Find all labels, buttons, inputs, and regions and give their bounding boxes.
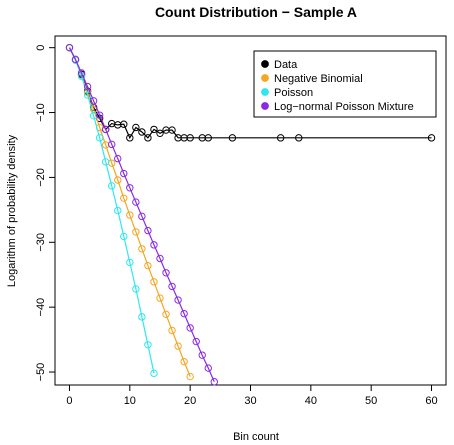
data-point	[162, 269, 170, 277]
series-1	[65, 43, 194, 381]
x-tick-label: 60	[425, 395, 437, 407]
legend-marker	[261, 74, 269, 82]
data-point	[204, 364, 212, 372]
series-3	[65, 43, 218, 386]
data-point	[144, 134, 152, 142]
data-point	[144, 226, 152, 235]
legend-marker	[261, 60, 269, 68]
data-point	[83, 82, 92, 91]
y-axis-label: Logarithm of probability density	[6, 134, 18, 287]
data-point	[180, 309, 188, 318]
data-point	[114, 176, 122, 184]
x-tick-label: 10	[124, 395, 136, 407]
series-layer	[65, 43, 436, 386]
data-point	[71, 55, 80, 64]
data-point	[192, 337, 200, 346]
series-line	[68, 47, 215, 383]
data-point	[228, 134, 237, 142]
x-tick-label: 20	[184, 395, 196, 407]
data-point	[210, 378, 218, 386]
y-tick-label: −40	[35, 298, 47, 317]
data-point	[101, 158, 110, 166]
x-tick-label: 40	[305, 395, 317, 407]
data-point	[120, 232, 128, 241]
data-point	[126, 184, 134, 192]
data-point	[186, 372, 194, 381]
data-point	[174, 342, 182, 350]
data-point	[132, 123, 140, 132]
data-point	[101, 125, 110, 134]
x-tick-label: 50	[365, 395, 377, 407]
data-point	[132, 285, 140, 293]
data-point	[168, 326, 176, 335]
data-point	[198, 351, 206, 359]
chart-title: Count Distribution − Sample A	[155, 4, 357, 20]
y-tick-label: 0	[35, 45, 47, 51]
data-point	[95, 111, 104, 119]
data-point	[126, 211, 134, 219]
legend-label: Log−normal Poisson Mixture	[274, 101, 414, 113]
series-line	[68, 47, 155, 374]
x-tick-label: 30	[244, 395, 256, 407]
data-point	[150, 278, 158, 286]
legend-label: Data	[274, 59, 298, 71]
data-point	[120, 120, 128, 128]
data-point	[295, 134, 303, 142]
data-point	[186, 134, 194, 142]
data-point	[108, 140, 116, 149]
data-point	[132, 228, 140, 236]
data-point	[138, 245, 146, 253]
data-point	[132, 198, 140, 206]
data-point	[150, 369, 158, 378]
data-point	[126, 258, 134, 267]
data-point	[162, 310, 170, 318]
axes: 0 10 20 30 40 50 60 0 −10 −20 −30 −40 −50	[35, 45, 438, 407]
series-line	[68, 47, 432, 140]
data-point	[144, 341, 152, 349]
data-point	[156, 294, 164, 302]
data-point	[427, 134, 436, 142]
data-point	[126, 134, 134, 142]
data-point	[150, 241, 158, 249]
y-tick-label: −30	[35, 233, 47, 252]
data-point	[120, 169, 128, 178]
data-point	[150, 125, 158, 134]
x-axis-label: Bin count	[233, 431, 279, 443]
y-tick-label: −10	[35, 103, 47, 122]
data-point	[77, 69, 86, 77]
data-point	[276, 134, 285, 142]
series-2	[65, 43, 158, 378]
y-tick-label: −50	[35, 363, 47, 382]
data-point	[120, 194, 128, 202]
data-point	[89, 97, 98, 105]
data-point	[138, 313, 146, 321]
data-point	[204, 134, 212, 142]
data-point	[144, 261, 152, 270]
data-point	[156, 129, 164, 138]
data-point	[65, 43, 74, 52]
legend: Data Negative Binomial Poisson Log−normal P…	[253, 50, 437, 118]
data-point	[138, 128, 146, 136]
data-point	[168, 282, 176, 291]
data-point	[108, 182, 116, 190]
data-point	[180, 357, 188, 366]
data-point	[114, 206, 122, 215]
data-point	[156, 254, 164, 263]
legend-marker	[261, 102, 269, 110]
data-point	[138, 212, 146, 221]
data-point	[114, 154, 122, 163]
y-tick-label: −20	[35, 168, 47, 187]
legend-label: Negative Binomial	[274, 73, 363, 85]
data-point	[186, 324, 194, 332]
data-point	[95, 134, 104, 142]
data-point	[168, 126, 176, 134]
data-point	[174, 296, 182, 304]
legend-box	[253, 50, 437, 118]
legend-marker	[261, 88, 269, 96]
legend-label: Poisson	[274, 87, 313, 99]
x-tick-label: 0	[66, 395, 72, 407]
